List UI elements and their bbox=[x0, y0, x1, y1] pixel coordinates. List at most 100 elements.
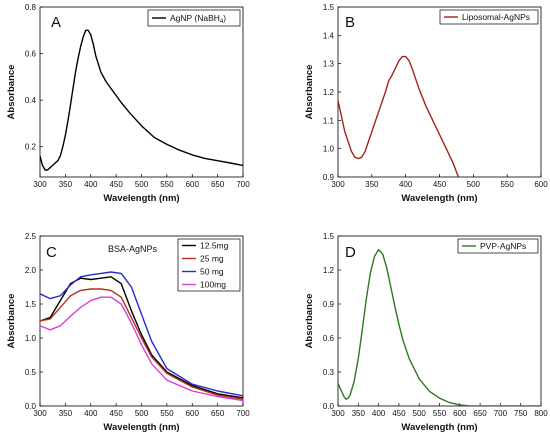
panel-annotation: BSA-AgNPs bbox=[108, 244, 158, 254]
x-tick-label: 700 bbox=[236, 409, 250, 418]
legend-label-text: 12.5mg bbox=[200, 241, 229, 251]
series-line-1 bbox=[40, 29, 243, 171]
panel-letter: C bbox=[46, 244, 57, 261]
x-axis-label: Wavelength (nm) bbox=[103, 193, 179, 204]
y-tick-label: 0.9 bbox=[323, 173, 335, 182]
y-tick-label: 1.4 bbox=[323, 31, 335, 40]
plot-frame bbox=[39, 6, 244, 178]
x-tick-label: 500 bbox=[135, 180, 149, 189]
legend-label-subscript: 4 bbox=[220, 19, 224, 25]
x-tick-label: 450 bbox=[392, 409, 406, 418]
x-tick-label: 300 bbox=[331, 180, 345, 189]
legend-label-text: PVP-AgNPs bbox=[480, 241, 526, 251]
legend-label-text: 25 mg bbox=[200, 254, 224, 264]
legend-label-text: 50 mg bbox=[200, 267, 224, 277]
plot-frame bbox=[337, 235, 542, 407]
y-tick-label: 0.6 bbox=[25, 50, 37, 59]
x-tick-label: 700 bbox=[494, 409, 508, 418]
x-tick-label: 650 bbox=[211, 180, 225, 189]
legend-label: AgNP (NaBH4) bbox=[170, 13, 226, 25]
panel-letter: B bbox=[345, 14, 355, 31]
panel-letter: D bbox=[345, 244, 356, 261]
y-tick-label: 0.0 bbox=[323, 402, 335, 411]
y-tick-label: 2.0 bbox=[25, 266, 37, 275]
x-tick-label: 700 bbox=[236, 180, 250, 189]
y-tick-label: 1.1 bbox=[323, 116, 335, 125]
legend-label: 12.5mg bbox=[200, 241, 229, 251]
legend-box bbox=[147, 9, 241, 27]
y-tick-label: 0.0 bbox=[25, 402, 37, 411]
y-tick-label: 0.5 bbox=[25, 368, 37, 377]
y-tick-label: 0.2 bbox=[25, 143, 37, 152]
x-axis-label: Wavelength (nm) bbox=[401, 193, 477, 204]
x-tick-label: 500 bbox=[467, 180, 481, 189]
panel-letter: A bbox=[51, 14, 61, 31]
y-tick-label: 1.5 bbox=[323, 3, 335, 12]
x-tick-label: 550 bbox=[160, 180, 174, 189]
x-tick-label: 650 bbox=[211, 409, 225, 418]
y-axis-label: Absorbance bbox=[6, 294, 17, 349]
x-tick-label: 400 bbox=[372, 409, 386, 418]
plot-frame bbox=[337, 6, 542, 178]
panel-d: 300 350 400 450 500 550 600 650 700 750 800 0.0 0.3 0… bbox=[304, 232, 548, 433]
x-tick-label: 400 bbox=[84, 180, 98, 189]
y-tick-label: 1.2 bbox=[323, 266, 335, 275]
legend-label: 25 mg bbox=[200, 254, 224, 264]
x-tick-label: 300 bbox=[33, 180, 47, 189]
legend-label-text: AgNP (NaBH bbox=[170, 13, 220, 23]
panel-a: 300 350 400 450 500 550 600 650 700 0.2 0.4 0.6 0.8 W… bbox=[6, 3, 250, 204]
y-tick-label: 1.5 bbox=[323, 232, 335, 241]
legend-label-text: 100mg bbox=[200, 280, 226, 290]
legend-label: 100mg bbox=[200, 280, 226, 290]
x-tick-label: 550 bbox=[500, 180, 514, 189]
x-tick-label: 350 bbox=[59, 180, 73, 189]
y-tick-label: 1.0 bbox=[323, 145, 335, 154]
series-line-1 bbox=[338, 248, 541, 406]
y-axis-label: Absorbance bbox=[304, 65, 315, 120]
x-tick-label: 350 bbox=[352, 409, 366, 418]
x-tick-label: 750 bbox=[514, 409, 528, 418]
legend-label: PVP-AgNPs bbox=[480, 241, 526, 251]
x-tick-label: 400 bbox=[399, 180, 413, 189]
x-tick-label: 300 bbox=[33, 409, 47, 418]
panel-c: 300 350 400 450 500 550 600 650 700 0.0 0.5 1.0 1.5 2… bbox=[6, 232, 250, 433]
x-tick-label: 450 bbox=[433, 180, 447, 189]
x-tick-label: 500 bbox=[135, 409, 149, 418]
x-tick-label: 550 bbox=[433, 409, 447, 418]
x-tick-label: 600 bbox=[453, 409, 467, 418]
y-tick-label: 1.5 bbox=[25, 300, 37, 309]
x-tick-label: 650 bbox=[473, 409, 487, 418]
series-line-3 bbox=[40, 271, 243, 397]
series-line-4 bbox=[40, 296, 243, 402]
y-axis-label: Absorbance bbox=[304, 294, 315, 349]
x-tick-label: 350 bbox=[365, 180, 379, 189]
y-tick-label: 0.3 bbox=[323, 368, 335, 377]
legend-label: 50 mg bbox=[200, 267, 224, 277]
legend-box bbox=[439, 9, 539, 25]
y-axis-label: Absorbance bbox=[6, 65, 17, 120]
x-tick-label: 450 bbox=[109, 409, 123, 418]
series-line-2 bbox=[40, 288, 243, 400]
x-tick-label: 400 bbox=[84, 409, 98, 418]
x-tick-label: 500 bbox=[413, 409, 427, 418]
y-tick-label: 1.2 bbox=[323, 88, 335, 97]
legend-box bbox=[177, 238, 241, 292]
legend-box bbox=[457, 238, 539, 254]
y-tick-label: 0.6 bbox=[323, 334, 335, 343]
x-axis-label: Wavelength (nm) bbox=[401, 422, 477, 433]
x-tick-label: 600 bbox=[186, 409, 200, 418]
series-line-1 bbox=[338, 55, 460, 177]
x-tick-label: 600 bbox=[186, 180, 200, 189]
legend-label: Liposomal-AgNPs bbox=[462, 12, 530, 22]
x-tick-label: 350 bbox=[59, 409, 73, 418]
y-tick-label: 1.0 bbox=[25, 334, 37, 343]
y-tick-label: 0.9 bbox=[323, 300, 335, 309]
x-tick-label: 300 bbox=[331, 409, 345, 418]
legend-label-text: Liposomal-AgNPs bbox=[462, 12, 530, 22]
x-axis-label: Wavelength (nm) bbox=[103, 422, 179, 433]
y-tick-label: 0.8 bbox=[25, 3, 37, 12]
x-tick-label: 800 bbox=[534, 409, 548, 418]
y-tick-label: 1.3 bbox=[323, 60, 335, 69]
panel-b: 300 350 400 450 500 550 600 0.9 1.0 1.1 1.2 1.3 1.4 1… bbox=[304, 3, 548, 204]
